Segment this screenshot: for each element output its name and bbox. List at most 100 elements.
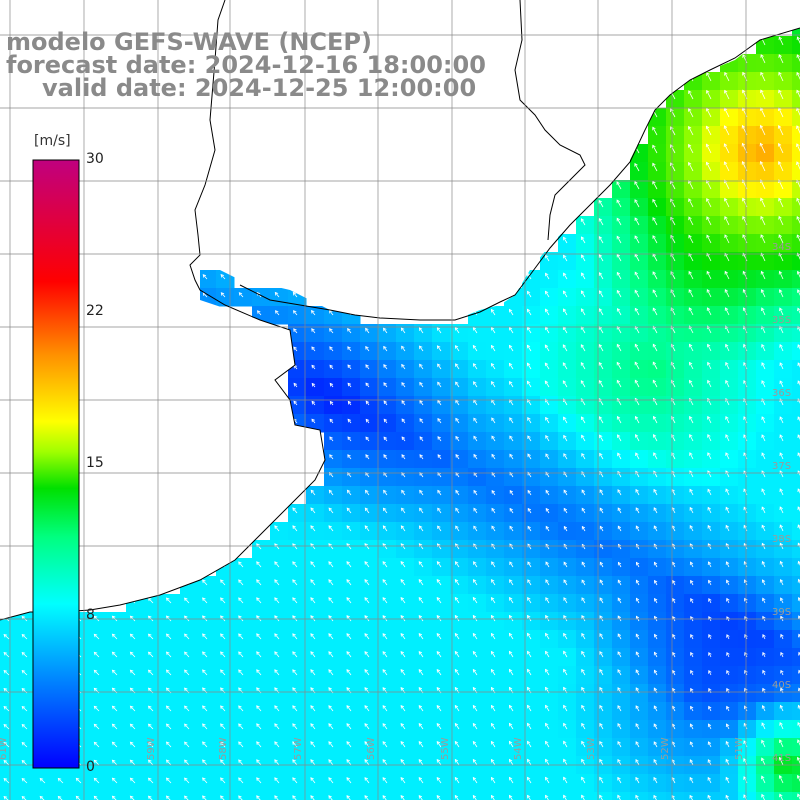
- wind-arrow-head: [472, 758, 477, 763]
- wind-cell: [468, 594, 487, 613]
- wind-arrow-head: [652, 343, 657, 348]
- wind-arrow-head: [383, 454, 387, 458]
- wind-arrow: [527, 615, 532, 622]
- wind-cell: [486, 432, 505, 451]
- wind-arrow: [743, 434, 748, 442]
- wind-arrow: [563, 255, 568, 262]
- wind-arrow-head: [670, 379, 675, 384]
- wind-arrow-head: [634, 217, 638, 222]
- wind-arrow-head: [346, 633, 350, 637]
- wind-arrow: [274, 759, 280, 766]
- wind-arrow-head: [689, 379, 693, 384]
- wind-arrow: [725, 307, 730, 316]
- wind-cell: [468, 540, 487, 559]
- wind-cell: [468, 396, 487, 415]
- wind-arrow: [509, 345, 514, 352]
- wind-arrow-head: [760, 289, 765, 293]
- wind-arrow-head: [238, 705, 242, 709]
- wind-arrow: [726, 706, 730, 712]
- wind-arrow: [491, 399, 496, 406]
- wind-cell: [774, 468, 793, 487]
- wind-arrow-head: [777, 124, 782, 129]
- wind-cell: [792, 648, 800, 667]
- wind-cell: [378, 540, 397, 559]
- wind-cell: [180, 738, 199, 757]
- wind-cell: [414, 594, 433, 613]
- wind-cell: [684, 612, 703, 631]
- wind-cell: [162, 720, 181, 739]
- wind-arrow-head: [706, 89, 710, 94]
- wind-cell: [504, 666, 523, 685]
- wind-arrow-head: [545, 668, 549, 673]
- wind-arrow: [509, 490, 514, 496]
- wind-cell: [504, 414, 523, 433]
- wind-cell: [594, 486, 613, 505]
- wind-cell: [756, 180, 775, 199]
- wind-arrow: [796, 72, 800, 80]
- wind-cell: [486, 306, 505, 325]
- wind-arrow-head: [742, 270, 747, 275]
- wind-arrow: [797, 289, 800, 296]
- wind-cell: [558, 306, 577, 325]
- wind-arrow: [672, 723, 676, 730]
- wind-cell: [720, 630, 739, 649]
- wind-arrow: [238, 705, 244, 712]
- wind-arrow: [599, 434, 604, 442]
- wind-arrow-head: [400, 560, 405, 565]
- wind-arrow-head: [93, 741, 98, 746]
- wind-arrow-head: [238, 633, 242, 637]
- wind-cell: [576, 576, 595, 595]
- wind-arrow-head: [93, 777, 98, 782]
- wind-cell: [702, 216, 721, 235]
- wind-arrow-head: [672, 597, 676, 602]
- wind-arrow: [436, 597, 442, 604]
- wind-cell: [414, 504, 433, 523]
- wind-arrow-head: [490, 596, 495, 601]
- wind-cell: [630, 468, 649, 487]
- wind-cell: [270, 702, 289, 721]
- wind-arrow-head: [129, 759, 134, 764]
- wind-arrow: [527, 435, 532, 442]
- wind-arrow: [328, 490, 334, 496]
- wind-arrow: [21, 778, 28, 784]
- wind-arrow: [653, 398, 658, 406]
- wind-arrow: [184, 597, 190, 604]
- wind-arrow-head: [328, 777, 332, 781]
- wind-arrow-head: [346, 705, 350, 709]
- wind-cell: [324, 378, 343, 397]
- wind-cell: [594, 306, 613, 325]
- wind-arrow-head: [220, 795, 224, 800]
- wind-cell: [558, 378, 577, 397]
- wind-arrow: [220, 705, 226, 712]
- wind-cell: [450, 504, 469, 523]
- wind-cell: [306, 774, 325, 793]
- wind-arrow-head: [328, 633, 332, 637]
- wind-cell: [288, 684, 307, 703]
- wind-arrow: [509, 435, 514, 442]
- wind-arrow: [708, 670, 712, 676]
- wind-cell: [468, 576, 487, 595]
- wind-arrow-head: [707, 741, 712, 745]
- wind-arrow-head: [202, 274, 207, 278]
- wind-arrow: [617, 507, 622, 514]
- wind-arrow: [491, 561, 496, 568]
- wind-arrow: [112, 723, 118, 730]
- wind-cell: [180, 666, 199, 685]
- wind-cell: [486, 342, 505, 361]
- wind-arrow-head: [418, 632, 423, 637]
- wind-arrow-head: [347, 436, 351, 441]
- wind-cell: [360, 414, 379, 433]
- wind-arrow: [491, 490, 496, 496]
- wind-arrow-head: [184, 597, 188, 602]
- wind-arrow-head: [57, 777, 62, 782]
- wind-arrow: [706, 289, 712, 298]
- wind-arrow-head: [347, 418, 352, 423]
- latitude-label: 39S: [772, 607, 791, 618]
- wind-cell: [792, 450, 800, 469]
- wind-arrow-head: [129, 633, 134, 638]
- wind-cell: [666, 396, 685, 415]
- wind-cell: [648, 486, 667, 505]
- wind-arrow: [364, 759, 370, 766]
- wind-arrow: [292, 777, 298, 784]
- wind-arrow: [112, 615, 118, 622]
